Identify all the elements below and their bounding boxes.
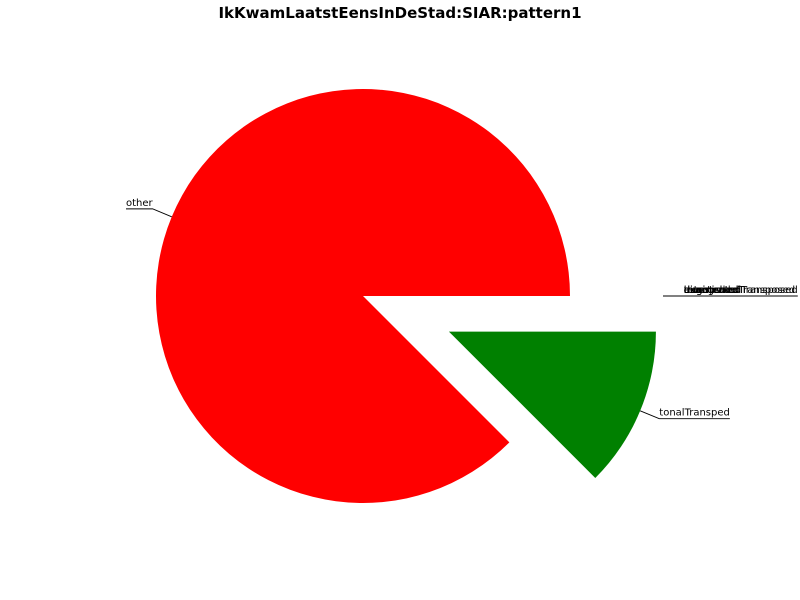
slice-label-augmented: augmented [684,285,741,296]
slice-label-diminished: diminished [684,285,739,296]
chart-title: IkKwamLaatstEensInDeStad:SIAR:pattern1 [218,4,581,22]
slice-label-tonal-transped: tonalTransped [659,408,730,419]
slice-label-other: other [126,198,154,209]
leader-line-tonal-transped [639,410,730,420]
slice-label-exact: exact [684,285,712,296]
pie-slices [156,88,656,503]
slice-label-diminished-transposed: diminishedTransposed [684,285,795,296]
pie-slice-other [156,88,571,503]
slice-label-augmented-transposed: augmentedTransposed [684,285,798,296]
pie-slice-tonal-transped [448,331,656,478]
slice-label-transposed: transposed [684,285,740,296]
leader-line-other [125,208,172,218]
slice-label-retrograde: retrograde [684,285,737,296]
slice-label-inverted: inverted [684,285,726,296]
pie-labels: other tonalTransped exacttransposedaugment… [125,198,798,420]
